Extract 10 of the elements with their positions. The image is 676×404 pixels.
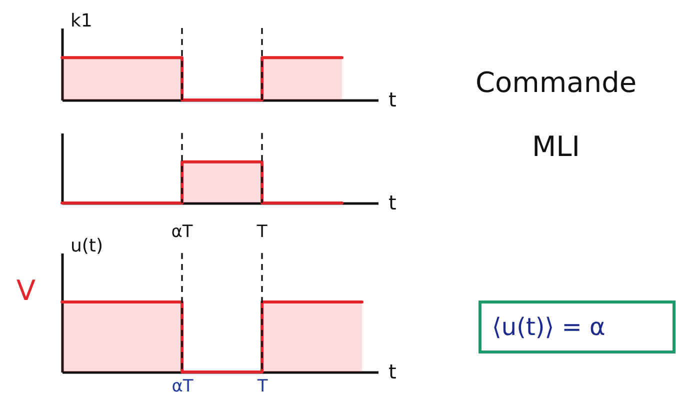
text: αT xyxy=(171,222,194,242)
text: T xyxy=(256,222,268,242)
text: Commande MLI xyxy=(475,66,637,163)
text: V xyxy=(16,274,36,307)
x-axis-title: t xyxy=(388,88,396,112)
x-axis-title: t xyxy=(388,190,396,214)
y-axis-title: k1 xyxy=(70,10,92,32)
y-axis-title: u(t) xyxy=(70,236,104,256)
text: ⟨u(t)⟩ = α xyxy=(492,313,606,341)
x-axis-title: t xyxy=(388,360,396,384)
